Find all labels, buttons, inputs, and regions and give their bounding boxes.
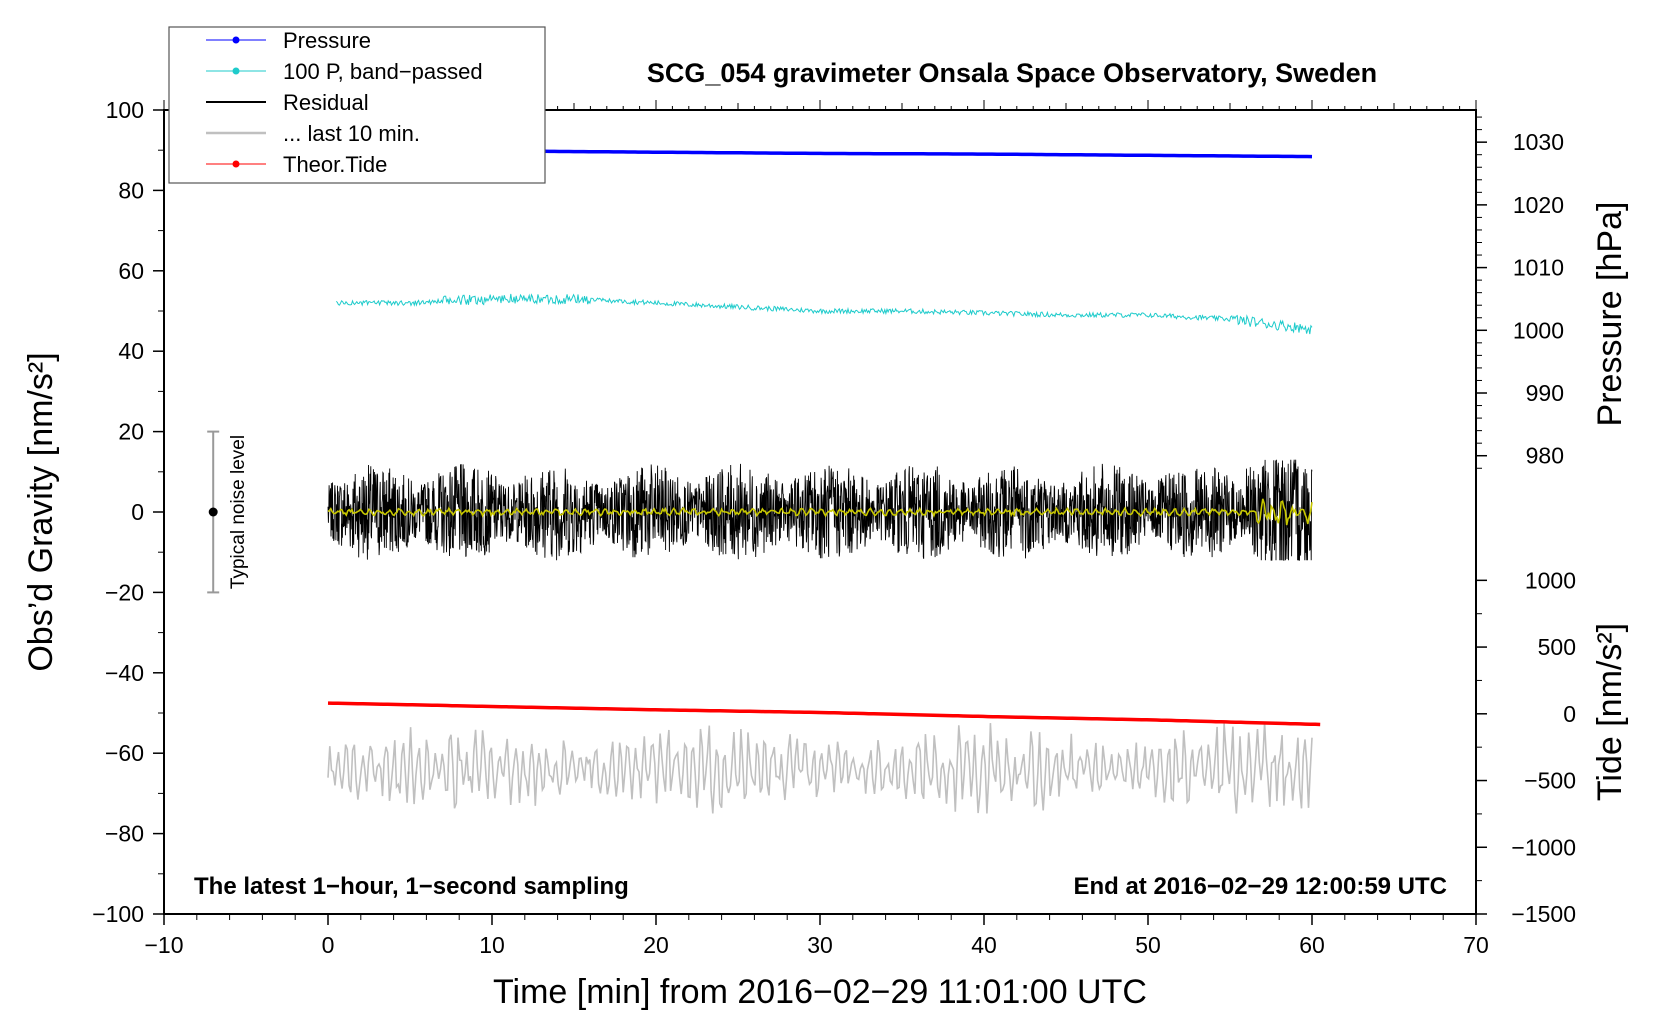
y-tick-label: 0: [131, 499, 144, 525]
noise-bar-center-dot: [208, 507, 218, 517]
legend-marker: [232, 36, 240, 44]
pressure-tick-label: 980: [1526, 443, 1564, 469]
smoothed-residual-line: [327, 498, 1313, 526]
y-axis-label: Obs’d Gravity [nm/s²]: [22, 352, 60, 671]
tide-tick-label: −1500: [1511, 901, 1576, 927]
pressure-tick-label: 1020: [1513, 192, 1564, 218]
y-tick-label: −40: [105, 660, 144, 686]
x-tick-label: 10: [479, 932, 505, 958]
noise-bar: Typical noise level: [207, 430, 249, 594]
y-tick-label: −80: [105, 821, 144, 847]
legend-label: 100 P, band−passed: [283, 59, 483, 84]
noise-bar-label: Typical noise level: [228, 435, 249, 589]
legend-marker: [232, 160, 240, 168]
legend-entries: Pressure 100 P, band−passed Residual ... la…: [206, 28, 483, 177]
pressure-axis-label: Pressure [hPa]: [1591, 202, 1629, 427]
data-series: [327, 148, 1321, 814]
x-tick-label: 60: [1299, 932, 1325, 958]
legend: Pressure 100 P, band−passed Residual ... la…: [168, 26, 546, 184]
pressure-tick-label: 1030: [1513, 129, 1564, 155]
x-tick-label: 40: [971, 932, 997, 958]
legend-label: Theor.Tide: [283, 152, 387, 177]
pressure-tick-label: 1010: [1513, 255, 1564, 281]
x-tick-label: 50: [1135, 932, 1161, 958]
tide-tick-label: 0: [1563, 701, 1576, 727]
y-tick-label: −100: [92, 901, 144, 927]
legend-marker: [232, 67, 240, 75]
chart-title: SCG_054 gravimeter Onsala Space Observat…: [647, 58, 1377, 88]
annotation-bottom-left: The latest 1−hour, 1−second sampling: [194, 873, 629, 900]
last-10-min-line: [327, 721, 1313, 814]
x-tick-label: 30: [807, 932, 833, 958]
y-tick-label: 40: [118, 338, 144, 364]
y-tick-label: 20: [118, 419, 144, 445]
x-axis-ticks: −10 0 10 20 30 40 50 60 70: [144, 914, 1489, 958]
y-tick-label: 60: [118, 258, 144, 284]
annotation-bottom-right: End at 2016−02−29 12:00:59 UTC: [1073, 873, 1447, 900]
band-passed-pressure-line: [335, 293, 1313, 335]
y-axis-ticks: −100 −80 −60 −40 −20 0 20 40 60 80 100: [92, 97, 164, 927]
tide-axis-label: Tide [nm/s²]: [1591, 623, 1629, 801]
y-tick-label: −20: [105, 579, 144, 605]
legend-box: [168, 26, 546, 184]
theoretical-tide-line: [327, 701, 1321, 727]
legend-label: Residual: [283, 90, 369, 115]
x-tick-label: −10: [144, 932, 183, 958]
tide-tick-label: −1000: [1511, 834, 1576, 860]
pressure-tick-label: 1000: [1513, 317, 1564, 343]
pressure-tick-label: 990: [1526, 380, 1564, 406]
pressure-axis-ticks: 980 990 1000 1010 1020 1030: [1475, 110, 1564, 475]
tide-axis-ticks: −1500 −1000 −500 0 500 1000: [1475, 567, 1576, 927]
x-axis-label: Time [min] from 2016−02−29 11:01:00 UTC: [493, 973, 1147, 1011]
y-tick-label: 100: [106, 97, 144, 123]
tide-tick-label: 500: [1538, 634, 1576, 660]
legend-label: Pressure: [283, 28, 371, 53]
y-tick-label: −60: [105, 740, 144, 766]
x-tick-label: 0: [322, 932, 335, 958]
tide-tick-label: −500: [1524, 768, 1576, 794]
x-tick-label: 70: [1463, 932, 1489, 958]
x-tick-label: 20: [643, 932, 669, 958]
y-tick-label: 80: [118, 177, 144, 203]
legend-label: ... last 10 min.: [283, 121, 420, 146]
tide-tick-label: 1000: [1525, 567, 1576, 593]
